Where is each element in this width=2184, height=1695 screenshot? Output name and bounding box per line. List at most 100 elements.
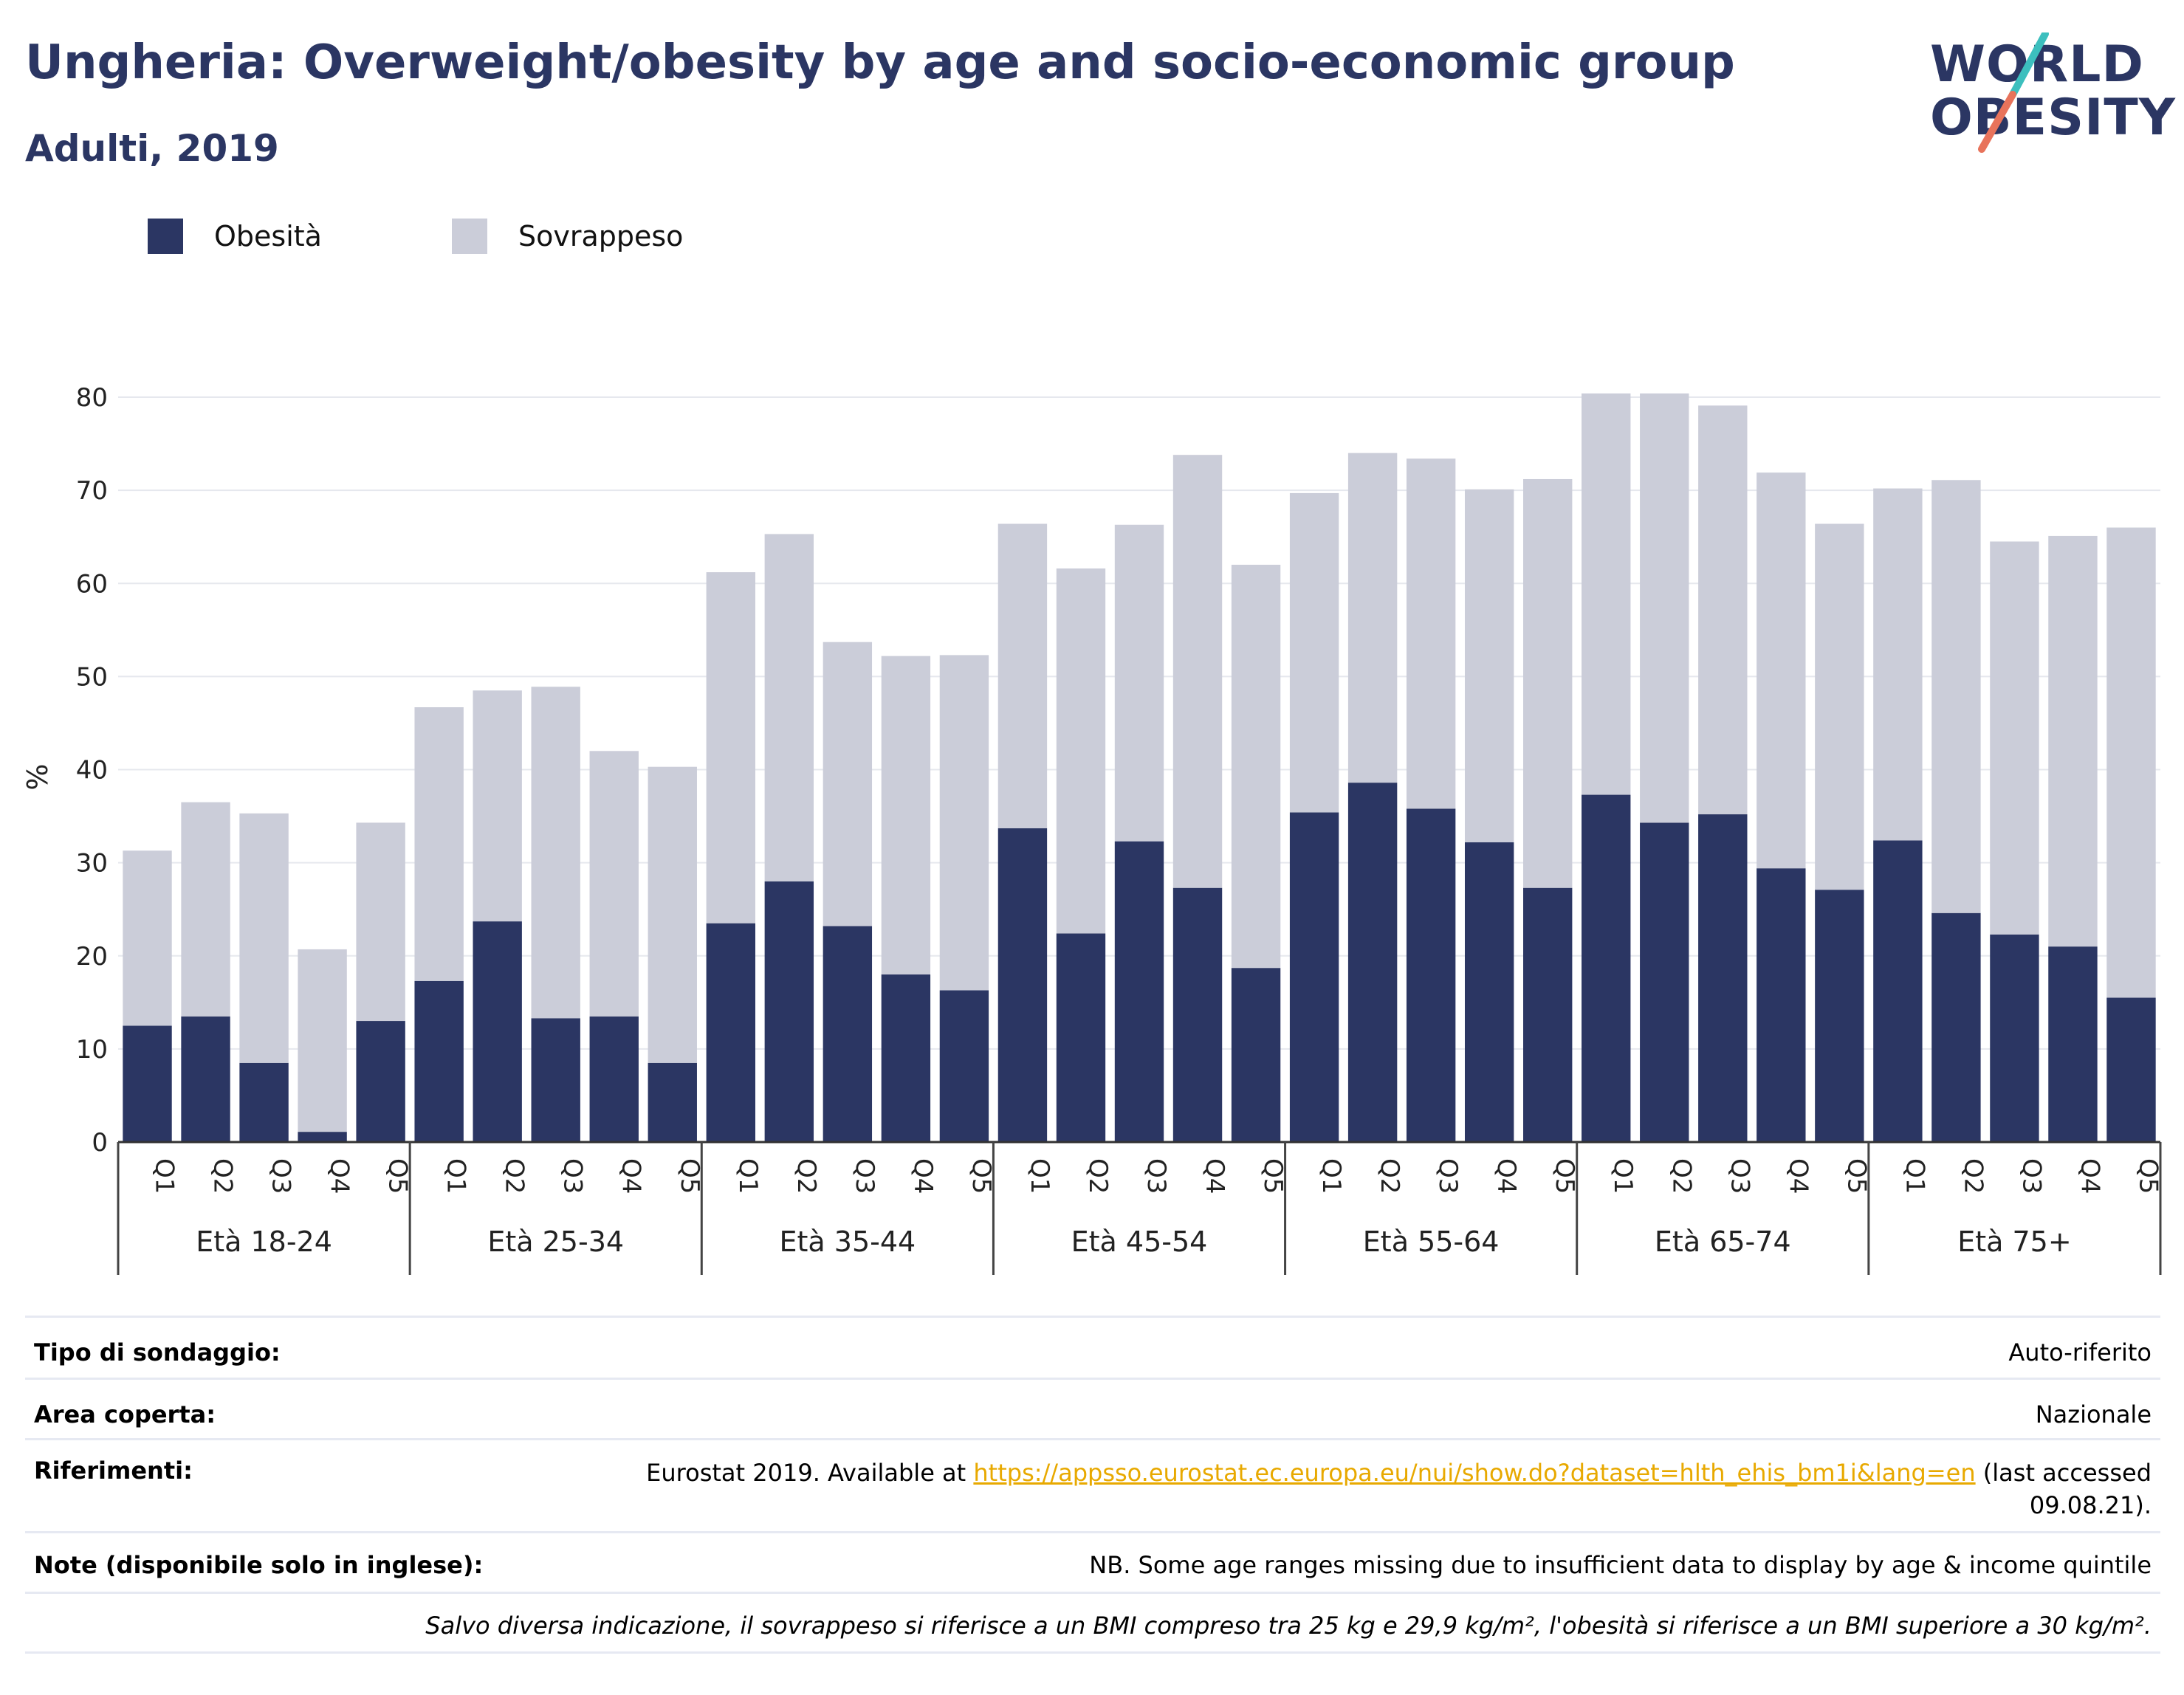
page-title: Ungheria: Overweight/obesity by age and … <box>25 35 1735 90</box>
bar-obesity <box>1114 841 1164 1142</box>
bar-overweight <box>1172 455 1223 888</box>
bar-overweight <box>298 949 347 1132</box>
bar-obesity <box>1640 822 1689 1142</box>
y-tick-label: 30 <box>76 849 108 879</box>
x-tick-label: Q2 <box>208 1158 238 1194</box>
world-obesity-logo: WORLD OBESITY <box>1920 32 2175 158</box>
x-tick-label: Q1 <box>1608 1158 1638 1194</box>
bar-overweight <box>1640 393 1689 823</box>
bar-obesity <box>414 980 464 1142</box>
x-tick-label: Q4 <box>1200 1158 1229 1194</box>
y-tick-label: 50 <box>76 662 108 692</box>
x-tick-label: Q1 <box>1025 1158 1054 1194</box>
y-tick-label: 40 <box>76 756 108 785</box>
x-tick-label: Q4 <box>617 1158 646 1194</box>
group-label: Età 75+ <box>1957 1225 2071 1258</box>
bar-overweight <box>1990 541 2039 935</box>
bar-overweight <box>1523 478 1573 888</box>
bar-obesity <box>531 1018 580 1142</box>
bar-obesity <box>1056 933 1106 1142</box>
legend-item-obesity: Obesità <box>148 219 322 254</box>
bar-overweight <box>1931 480 1981 913</box>
bar-obesity <box>356 1021 405 1142</box>
bar-overweight <box>1698 405 1748 815</box>
bar-obesity <box>1757 868 1806 1142</box>
bar-overweight <box>473 690 522 922</box>
bar-obesity <box>123 1025 172 1142</box>
x-tick-label: Q2 <box>1958 1158 1988 1194</box>
group-label: Età 18-24 <box>196 1225 332 1258</box>
bar-overweight <box>1406 458 1456 809</box>
x-tick-label: Q5 <box>1841 1158 1871 1194</box>
bar-overweight <box>1114 524 1164 842</box>
bar-obesity <box>1231 968 1281 1142</box>
survey-type-label: Tipo di sondaggio: <box>34 1338 281 1366</box>
notes-value: NB. Some age ranges missing due to insuf… <box>1089 1551 2152 1579</box>
bar-obesity <box>1289 812 1339 1142</box>
bar-obesity <box>1931 912 1981 1142</box>
legend-swatch-overweight <box>452 219 487 254</box>
bar-overweight <box>356 822 405 1022</box>
bar-overweight <box>823 642 873 926</box>
bar-overweight <box>1289 492 1339 813</box>
legend-label-obesity: Obesità <box>214 220 322 252</box>
bar-obesity <box>1172 887 1223 1142</box>
bar-obesity <box>1815 890 1864 1142</box>
x-tick-label: Q1 <box>1316 1158 1346 1194</box>
bar-obesity <box>298 1132 347 1142</box>
info-row-notes: Note (disponibile solo in inglese): NB. … <box>25 1531 2160 1592</box>
y-tick-label: 80 <box>76 383 108 413</box>
x-tick-label: Q5 <box>383 1158 413 1194</box>
info-row-survey-type: Tipo di sondaggio: Auto-riferito <box>25 1316 2160 1378</box>
bar-obesity <box>1582 794 1631 1142</box>
x-tick-label: Q2 <box>1083 1158 1113 1194</box>
bar-obesity <box>648 1062 697 1142</box>
x-tick-label: Q2 <box>1666 1158 1696 1194</box>
bar-obesity <box>1347 783 1398 1142</box>
logo-line-obesity: OBESITY <box>1930 89 2176 147</box>
group-label: Età 55-64 <box>1363 1225 1500 1258</box>
x-tick-label: Q4 <box>908 1158 938 1194</box>
x-tick-label: Q5 <box>2133 1158 2163 1194</box>
bar-obesity <box>881 974 931 1142</box>
references-link[interactable]: https://appsso.eurostat.ec.europa.eu/nui… <box>973 1459 1976 1487</box>
legend-item-overweight: Sovrappeso <box>452 219 683 254</box>
legend-swatch-obesity <box>148 219 183 254</box>
x-tick-label: Q5 <box>675 1158 704 1194</box>
x-tick-label: Q3 <box>1141 1158 1171 1194</box>
references-date: 09.08.21). <box>2029 1491 2152 1519</box>
y-axis-label: % <box>21 763 54 790</box>
bar-obesity <box>1873 840 1923 1142</box>
x-tick-label: Q4 <box>325 1158 354 1194</box>
x-tick-label: Q4 <box>1783 1158 1813 1194</box>
info-row-references: Riferimenti: Eurostat 2019. Available at… <box>25 1438 2160 1531</box>
logo-slash-icon <box>1978 32 2049 153</box>
references-label: Riferimenti: <box>34 1457 193 1485</box>
bar-obesity <box>706 923 755 1142</box>
bar-obesity <box>939 990 989 1142</box>
x-tick-label: Q2 <box>791 1158 821 1194</box>
stacked-bar-chart: 0 10 20 30 40 50 60 70 80% Q1 Q2 Q3 Q4 Q5 Q1 Q2 Q3 Q4 Q5 Q1… <box>21 383 2163 1275</box>
bar-overweight <box>589 751 639 1017</box>
x-tick-label: Q3 <box>850 1158 879 1194</box>
bar-obesity <box>1523 887 1573 1142</box>
bar-obesity <box>997 828 1048 1142</box>
x-tick-label: Q3 <box>558 1158 588 1194</box>
x-tick-label: Q1 <box>442 1158 471 1194</box>
bar-overweight <box>648 766 697 1063</box>
page-subtitle: Adulti, 2019 <box>25 127 279 170</box>
bar-obesity <box>181 1016 230 1142</box>
group-label: Età 25-34 <box>487 1225 624 1258</box>
bar-overweight <box>881 656 931 974</box>
bar-overweight <box>1873 488 1923 841</box>
area-value: Nazionale <box>2035 1400 2152 1428</box>
legend-label-overweight: Sovrappeso <box>518 220 684 252</box>
bar-obesity <box>1464 842 1514 1142</box>
x-tick-label: Q3 <box>2016 1158 2046 1194</box>
x-tick-label: Q3 <box>1725 1158 1754 1194</box>
bar-overweight <box>239 813 289 1063</box>
x-tick-label: Q4 <box>2075 1158 2104 1194</box>
bar-overweight <box>939 655 989 991</box>
group-label: Età 65-74 <box>1655 1225 1791 1258</box>
bar-obesity <box>1698 814 1748 1142</box>
